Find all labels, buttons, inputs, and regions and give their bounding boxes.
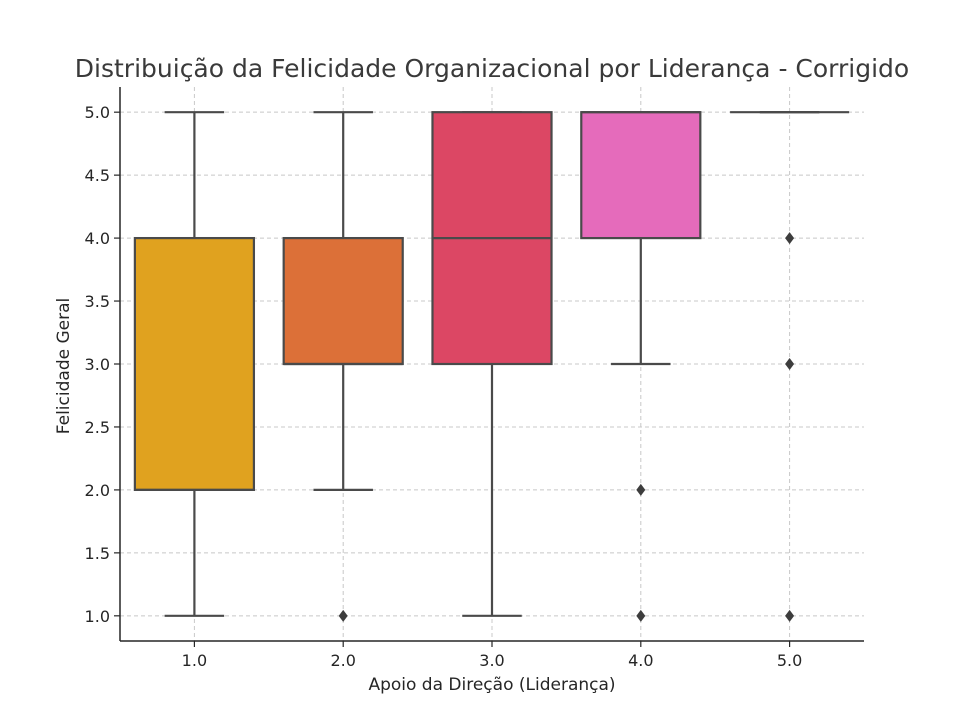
x-tick-label: 3.0 bbox=[479, 651, 504, 670]
outlier-marker bbox=[785, 232, 795, 245]
x-tick-label: 5.0 bbox=[777, 651, 802, 670]
y-tick-label: 4.0 bbox=[85, 229, 110, 248]
box-group-5.0 bbox=[730, 111, 850, 622]
x-tick-label: 1.0 bbox=[182, 651, 207, 670]
y-tick-label: 1.0 bbox=[85, 607, 110, 626]
box-group-4.0 bbox=[580, 111, 702, 622]
y-tick-label: 3.5 bbox=[85, 292, 110, 311]
chart-title: Distribuição da Felicidade Organizaciona… bbox=[75, 54, 909, 83]
box-group-2.0 bbox=[282, 111, 404, 622]
outlier-marker bbox=[636, 483, 646, 496]
axes-layer: 1.0 1.5 2.0 2.5 3.0 3.5 4.0 4.5 5.0 1.0 2.0 3.0 4.0 5… bbox=[85, 87, 864, 670]
outlier-marker bbox=[636, 609, 646, 622]
y-tick-label: 2.5 bbox=[85, 418, 110, 437]
outlier-marker bbox=[785, 609, 795, 622]
y-tick-label: 1.5 bbox=[85, 544, 110, 563]
x-tick-label: 2.0 bbox=[330, 651, 355, 670]
box-body bbox=[580, 111, 702, 240]
box-body bbox=[133, 236, 256, 492]
y-tick-label: 5.0 bbox=[85, 103, 110, 122]
outlier-marker bbox=[785, 358, 795, 370]
box-group-1.0 bbox=[133, 111, 256, 617]
box-group-3.0 bbox=[431, 111, 553, 617]
outlier-marker bbox=[338, 609, 348, 622]
box-body bbox=[282, 236, 404, 366]
y-tick-label: 3.0 bbox=[85, 355, 110, 374]
boxes-layer bbox=[133, 111, 850, 622]
x-tick-label: 4.0 bbox=[628, 651, 653, 670]
y-axis-label: Felicidade Geral bbox=[54, 298, 74, 434]
y-tick-label: 4.5 bbox=[85, 166, 110, 185]
y-tick-label: 2.0 bbox=[85, 481, 110, 500]
x-axis-label: Apoio da Direção (Liderança) bbox=[368, 675, 615, 695]
